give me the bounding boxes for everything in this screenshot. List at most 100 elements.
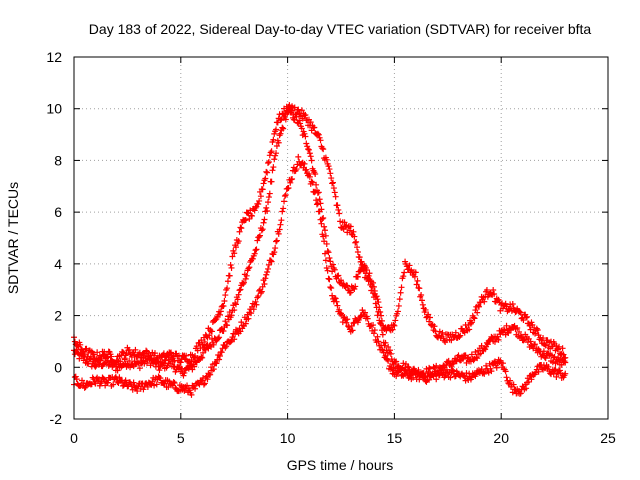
data-point: [524, 339, 531, 346]
data-point: [325, 163, 332, 170]
data-point: [370, 279, 377, 286]
data-point: [334, 202, 341, 209]
data-point: [249, 255, 256, 262]
data-point: [351, 286, 358, 293]
data-point: [396, 366, 403, 373]
data-point: [181, 369, 188, 376]
data-point: [151, 382, 158, 389]
data-point: [234, 296, 241, 303]
data-point: [265, 199, 272, 206]
data-point: [466, 326, 473, 333]
data-point: [268, 178, 275, 185]
data-point: [177, 359, 184, 366]
data-point: [426, 376, 433, 383]
data-point: [289, 176, 296, 183]
data-point: [92, 380, 99, 387]
data-point: [228, 312, 235, 319]
data-point: [507, 327, 514, 334]
data-point: [326, 166, 333, 173]
data-point: [110, 381, 117, 388]
data-point: [549, 359, 556, 366]
data-point: [242, 217, 249, 224]
y-tick-label: -2: [50, 411, 63, 427]
data-point: [413, 281, 420, 288]
data-point: [346, 227, 353, 234]
data-point: [382, 339, 389, 346]
data-point: [326, 254, 333, 261]
data-point: [217, 308, 224, 315]
data-point: [314, 130, 321, 137]
data-point: [525, 378, 532, 385]
data-point: [493, 364, 500, 371]
data-point: [403, 369, 410, 376]
y-tick-label: 4: [54, 256, 62, 272]
data-point: [398, 284, 405, 291]
data-point: [325, 249, 332, 256]
data-point: [198, 353, 205, 360]
data-point: [350, 228, 357, 235]
data-point: [504, 329, 511, 336]
data-point: [224, 313, 231, 320]
data-point: [258, 288, 265, 295]
data-point: [502, 368, 509, 375]
data-point: [249, 212, 255, 219]
data-point: [114, 367, 121, 374]
data-point: [311, 124, 318, 131]
data-point: [188, 391, 195, 398]
data-point: [267, 257, 274, 264]
data-point: [222, 292, 229, 299]
data-point: [153, 381, 160, 388]
data-point: [261, 216, 268, 223]
data-point: [262, 275, 269, 282]
x-tick-label: 10: [280, 430, 296, 446]
data-point: [329, 179, 336, 186]
data-point: [246, 264, 253, 271]
data-point: [193, 343, 200, 350]
data-point: [335, 272, 342, 279]
data-point: [395, 302, 402, 309]
data-point: [351, 233, 358, 240]
data-point: [265, 158, 272, 165]
data-point: [157, 358, 164, 365]
data-point: [419, 301, 426, 308]
data-point: [541, 341, 548, 348]
data-point: [422, 306, 429, 313]
data-point: [415, 368, 422, 375]
data-point: [92, 363, 99, 370]
data-point: [457, 332, 464, 339]
data-point: [306, 150, 313, 157]
data-point: [334, 273, 341, 280]
data-point: [200, 349, 207, 356]
data-point: [197, 345, 204, 352]
data-point: [391, 322, 398, 329]
data-point: [236, 228, 243, 235]
data-point: [104, 379, 111, 386]
data-point: [222, 318, 229, 325]
data-point: [356, 254, 363, 261]
data-point: [275, 230, 282, 237]
data-point: [336, 210, 343, 217]
data-point: [387, 350, 394, 357]
data-point: [490, 287, 497, 294]
data-point: [121, 355, 128, 362]
data-point: [393, 358, 400, 365]
data-point: [397, 367, 404, 374]
data-point: [257, 193, 264, 200]
data-point: [562, 370, 569, 377]
data-point: [352, 239, 359, 246]
data-point: [282, 191, 289, 198]
data-point: [516, 309, 523, 316]
data-point: [199, 354, 206, 361]
data-point: [371, 327, 378, 334]
data-point: [243, 272, 250, 279]
data-point: [216, 311, 223, 318]
data-point: [278, 217, 285, 224]
data-point: [516, 328, 522, 335]
data-point: [336, 306, 343, 313]
data-point: [256, 233, 263, 240]
data-point: [322, 257, 329, 264]
data-point: [250, 306, 257, 313]
data-point: [116, 374, 123, 381]
y-tick-label: 0: [54, 359, 62, 375]
